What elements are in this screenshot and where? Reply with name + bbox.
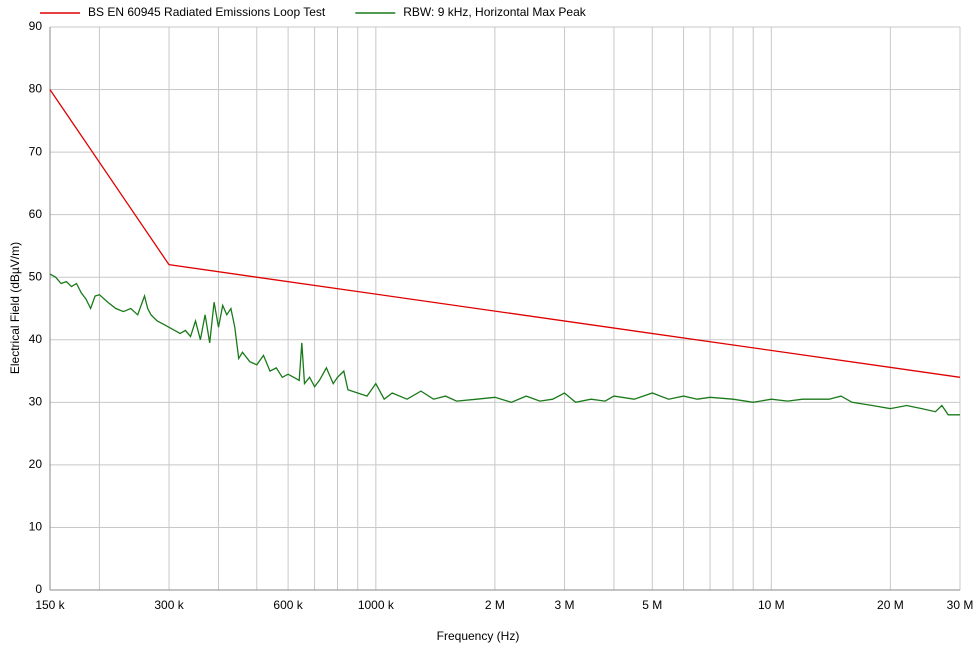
y-tick-label: 80	[29, 82, 43, 96]
x-tick-label: 150 k	[35, 598, 65, 612]
y-tick-label: 70	[29, 144, 43, 158]
x-tick-label: 20 M	[877, 598, 904, 612]
series-line	[49, 273, 960, 416]
x-axis-label: Frequency (Hz)	[437, 629, 520, 643]
x-tick-label: 600 k	[273, 598, 303, 612]
y-tick-label: 30	[29, 395, 43, 409]
legend-label: RBW: 9 kHz, Horizontal Max Peak	[403, 5, 587, 19]
x-tick-label: 2 M	[485, 598, 505, 612]
y-tick-label: 90	[29, 19, 43, 33]
x-tick-label: 30 M	[947, 598, 974, 612]
x-tick-label: 1000 k	[358, 598, 395, 612]
x-tick-label: 300 k	[154, 598, 184, 612]
y-axis-label: Electrical Field (dBµV/m)	[8, 242, 22, 374]
y-tick-label: 40	[29, 332, 43, 346]
y-tick-label: 0	[35, 582, 42, 596]
y-tick-label: 10	[29, 520, 43, 534]
x-tick-label: 10 M	[758, 598, 785, 612]
y-tick-label: 20	[29, 457, 43, 471]
series-line	[49, 89, 961, 378]
y-tick-label: 60	[29, 207, 43, 221]
x-tick-label: 5 M	[642, 598, 662, 612]
y-tick-label: 50	[29, 269, 43, 283]
x-tick-label: 3 M	[555, 598, 575, 612]
legend-label: BS EN 60945 Radiated Emissions Loop Test	[88, 5, 326, 19]
